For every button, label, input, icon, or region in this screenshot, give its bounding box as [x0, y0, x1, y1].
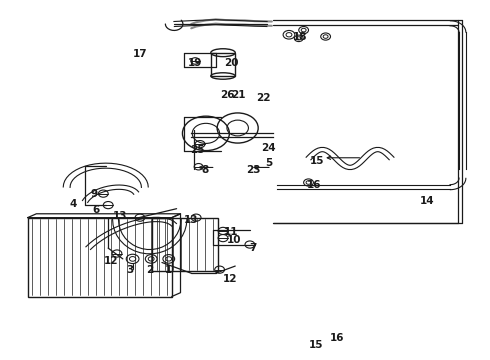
Text: 24: 24 [261, 143, 276, 153]
Text: 19: 19 [188, 58, 202, 68]
Text: 16: 16 [307, 180, 321, 190]
Text: 17: 17 [133, 49, 147, 59]
Bar [27, 218, 172, 297]
Text: 26: 26 [220, 90, 234, 100]
Text: 9: 9 [91, 189, 98, 199]
Text: 22: 22 [256, 93, 271, 103]
Text: 21: 21 [231, 90, 245, 100]
Text: 13: 13 [113, 211, 128, 221]
Bar [152, 218, 218, 271]
Text: 20: 20 [224, 58, 239, 68]
Text: 15: 15 [310, 156, 324, 166]
Bar [211, 53, 235, 76]
Text: 25: 25 [190, 145, 204, 155]
Text: 2: 2 [146, 265, 153, 275]
Text: 1: 1 [165, 265, 172, 275]
Text: 15: 15 [309, 340, 323, 350]
Text: 5: 5 [265, 158, 272, 168]
Text: 6: 6 [93, 206, 100, 216]
Text: 8: 8 [201, 165, 209, 175]
Text: 12: 12 [223, 274, 238, 284]
Text: 16: 16 [330, 333, 344, 343]
Text: 13: 13 [184, 215, 198, 225]
Text: 12: 12 [103, 256, 118, 266]
Text: 23: 23 [246, 165, 261, 175]
Text: 3: 3 [126, 265, 134, 275]
Text: 4: 4 [69, 199, 77, 210]
Text: 11: 11 [224, 227, 239, 237]
Text: 7: 7 [249, 243, 256, 253]
Text: 14: 14 [419, 196, 434, 206]
Text: 18: 18 [293, 32, 307, 41]
Text: 10: 10 [227, 235, 242, 245]
